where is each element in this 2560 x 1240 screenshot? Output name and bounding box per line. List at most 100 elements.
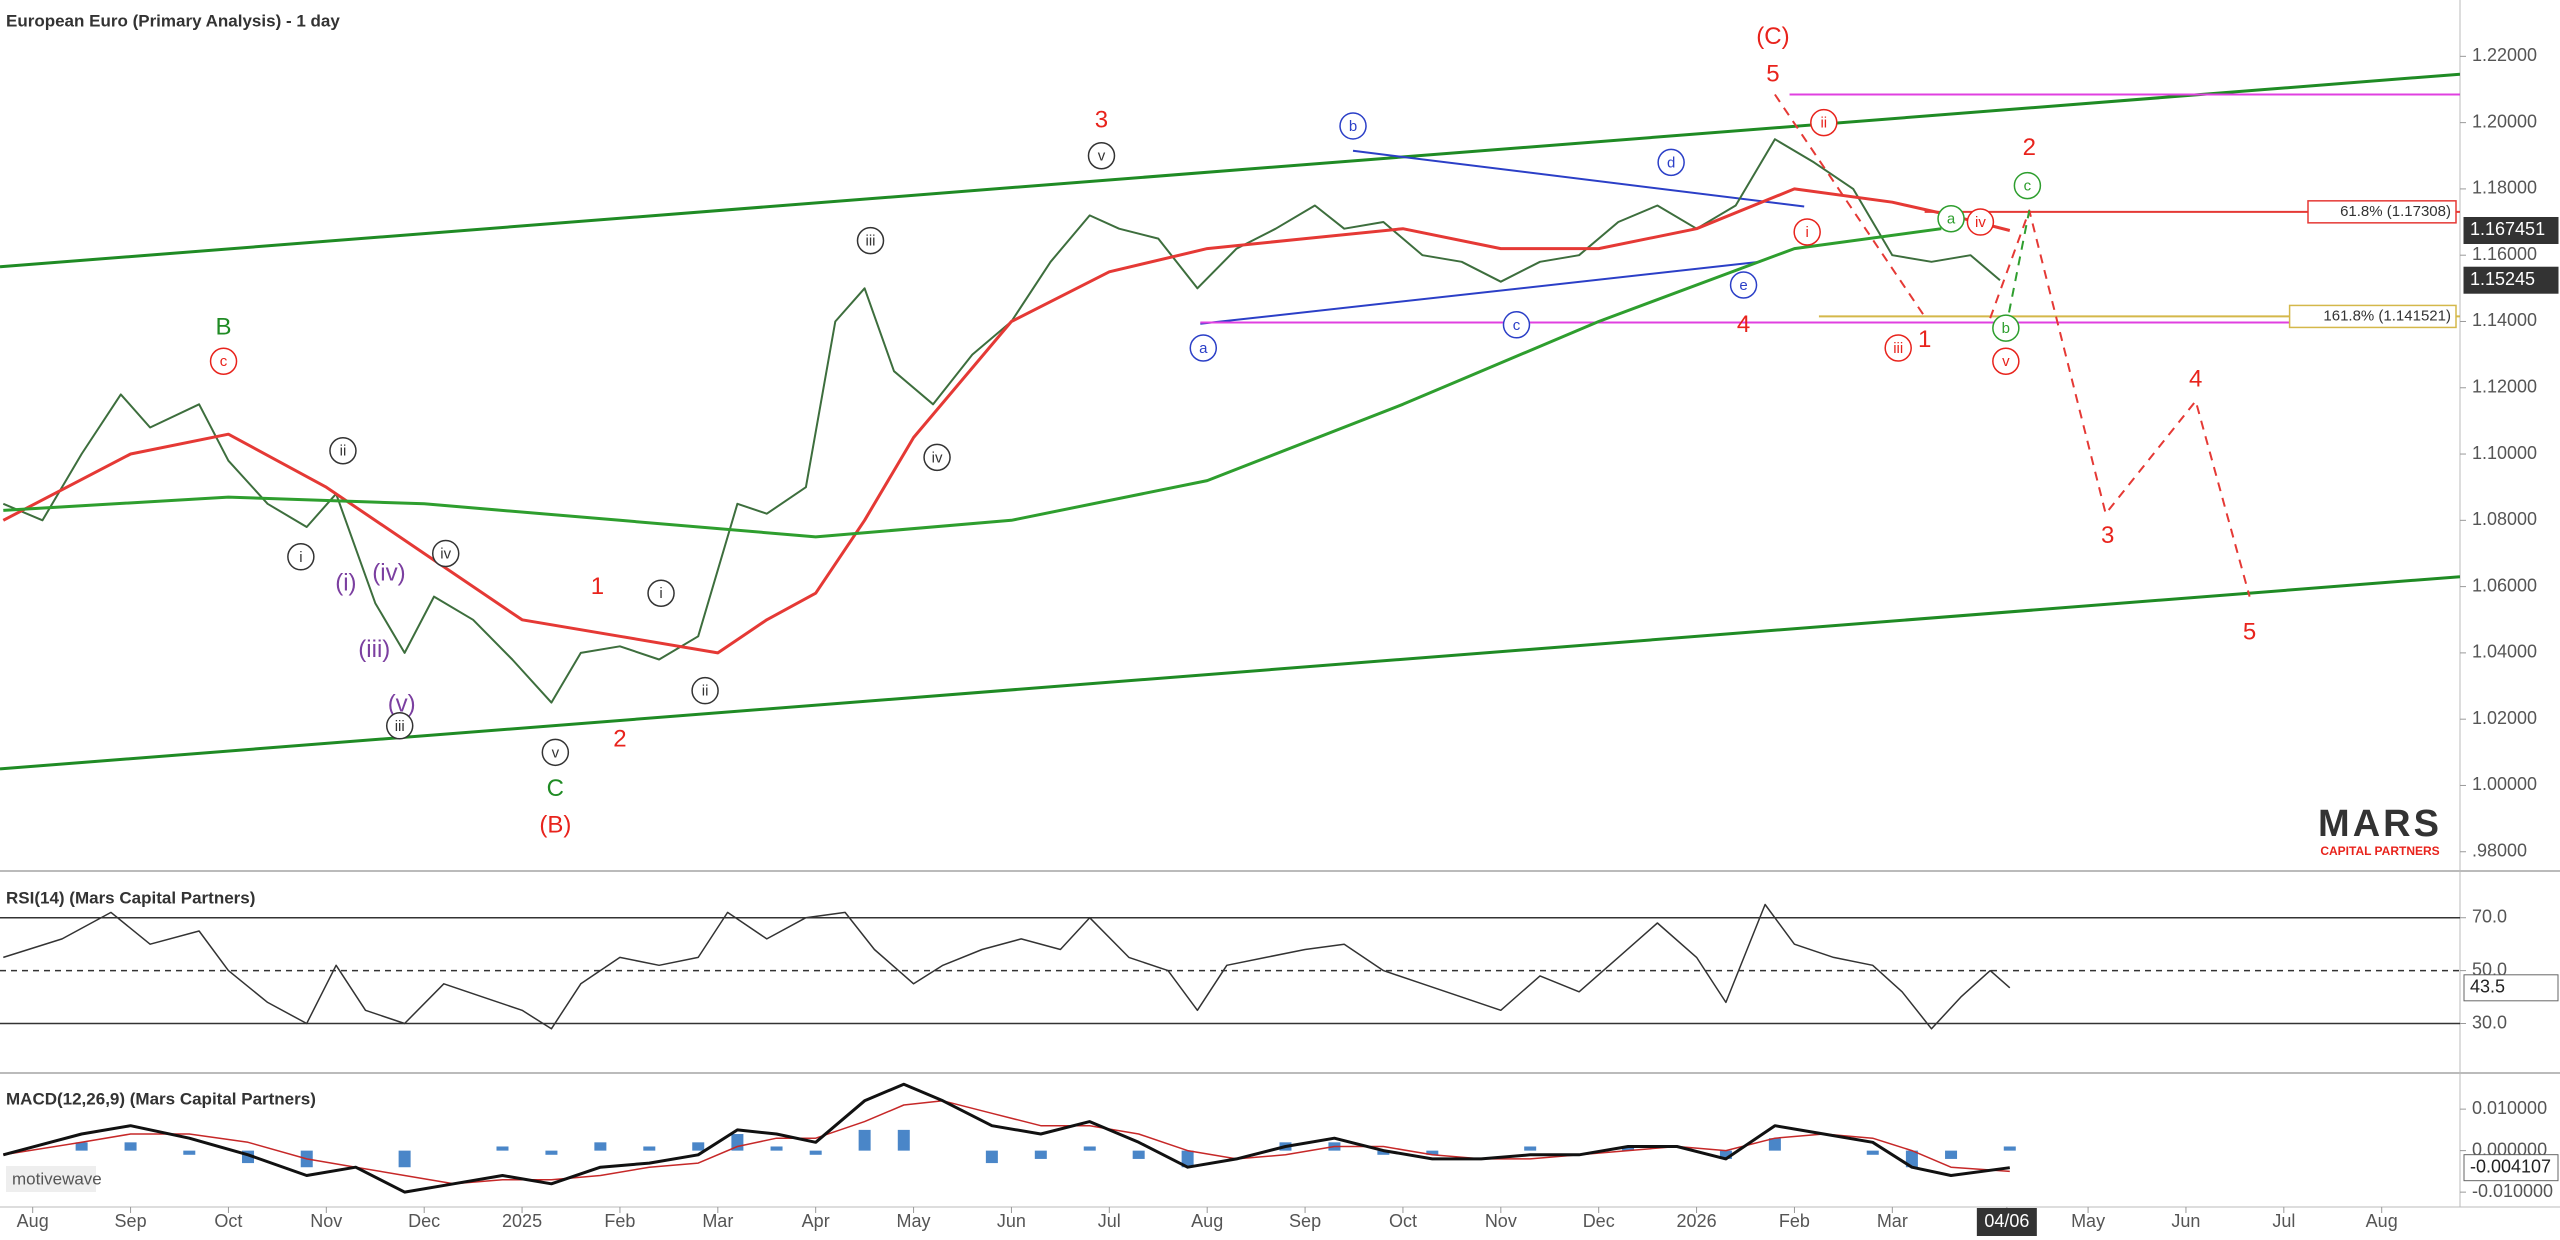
- histogram-bar: [1181, 1150, 1194, 1168]
- panel-plot: [2, 1082, 2016, 1194]
- y-tick-label: 1.04000: [2472, 642, 2537, 662]
- panel-overlay: European Euro (Primary Analysis) - 1 day…: [6, 11, 2559, 860]
- y-tick-label: 1.08000: [2472, 509, 2537, 529]
- wave-label: ii: [1820, 115, 1827, 132]
- series-line: [3, 903, 2011, 1030]
- wave-label-circle: [1884, 334, 1912, 362]
- histogram-bar: [1622, 1146, 1635, 1151]
- x-tick-label: May: [897, 1211, 931, 1231]
- wave-label: ii: [340, 443, 347, 460]
- wave-label: iv: [1975, 214, 1986, 231]
- y-tick-label: 1.00000: [2472, 774, 2537, 794]
- wave-label: (iv): [372, 560, 405, 587]
- x-tick-label: Oct: [1389, 1211, 1417, 1231]
- level-label-box: [2288, 304, 2457, 329]
- wave-label-circle: [691, 676, 719, 705]
- logo: MARS CAPITAL PARTNERS: [2318, 803, 2440, 858]
- panel-title: MACD(12,26,9) (Mars Capital Partners): [6, 1089, 316, 1108]
- wave-label-circle: [2013, 171, 2042, 200]
- x-tick-label: Jun: [997, 1211, 1026, 1231]
- wave-label: 2: [2023, 134, 2036, 161]
- x-tick-label: May: [2071, 1211, 2105, 1231]
- x-tick-label: Sep: [115, 1211, 147, 1231]
- wave-label-circle: [1339, 112, 1367, 140]
- y-tick-label: .98000: [2472, 840, 2527, 860]
- wave-label: iii: [866, 233, 876, 250]
- wave-label: b: [1349, 118, 1357, 135]
- y-tick-label: 1.06000: [2472, 575, 2537, 595]
- wave-label-circle: [1992, 347, 2020, 375]
- wave-label-circle: [209, 347, 238, 375]
- y-tick-label: 1.02000: [2472, 708, 2537, 728]
- panel-overlay: RSI(14) (Mars Capital Partners)30.050.07…: [6, 888, 2559, 1032]
- y-tick-label: 30.0: [2472, 1012, 2507, 1032]
- histogram-bar: [809, 1150, 822, 1155]
- wave-label-circle: [647, 579, 675, 607]
- value-box-label: 43.5: [2470, 977, 2505, 997]
- wave-label: v: [2002, 353, 2010, 370]
- x-tick-label: Feb: [604, 1211, 635, 1231]
- wave-label: iv: [932, 449, 943, 466]
- y-tick-label: -0.010000: [2472, 1181, 2553, 1201]
- wave-label: a: [1199, 340, 1208, 357]
- wave-label: B: [216, 313, 232, 340]
- wave-label: 1: [1918, 326, 1931, 353]
- x-tick-label: 2026: [1677, 1211, 1717, 1231]
- histogram-bar: [1768, 1138, 1781, 1151]
- wave-label-circle: [1502, 311, 1531, 339]
- panel-title: RSI(14) (Mars Capital Partners): [6, 888, 255, 907]
- projection-line: [2004, 210, 2031, 329]
- wave-label: iv: [440, 545, 451, 562]
- histogram-bar: [398, 1150, 411, 1168]
- histogram-bar: [1034, 1150, 1047, 1159]
- wave-label-circle: [1729, 271, 1758, 299]
- histogram-bar: [594, 1142, 607, 1151]
- wave-label-circle: [385, 712, 414, 740]
- wave-label: 5: [1766, 61, 1779, 88]
- wave-label-circle: [1189, 334, 1218, 362]
- histogram-bar: [1524, 1146, 1537, 1151]
- level-label: 161.8% (1.141521): [2323, 307, 2451, 324]
- histogram-bar: [692, 1142, 705, 1151]
- wave-label: c: [220, 353, 228, 370]
- wave-label: ii: [702, 683, 709, 700]
- x-tick-highlight: [1976, 1208, 2037, 1236]
- y-tick-label: 1.10000: [2472, 443, 2537, 463]
- histogram-bar: [2003, 1146, 2016, 1151]
- histogram-bar: [496, 1146, 509, 1151]
- x-tick-label: Nov: [310, 1211, 342, 1231]
- panel-overlay: MACD(12,26,9) (Mars Capital Partners) -0.…: [6, 1089, 2559, 1236]
- wave-label: 4: [2189, 365, 2202, 392]
- x-tick-label: Sep: [1289, 1211, 1321, 1231]
- wave-label: (C): [1756, 23, 1789, 50]
- histogram-bar: [75, 1142, 88, 1151]
- trendline: [0, 72, 2460, 269]
- wave-label: a: [1947, 211, 1956, 228]
- histogram-bar: [643, 1146, 656, 1151]
- trendline: [1352, 149, 1805, 208]
- histogram-bar: [124, 1142, 137, 1151]
- histogram-bar: [1866, 1150, 1879, 1155]
- x-tick-label: Nov: [1485, 1211, 1517, 1231]
- x-tick-label: Jun: [2171, 1211, 2200, 1231]
- histogram-bar: [183, 1150, 196, 1155]
- wave-label: i: [299, 549, 302, 566]
- wave-label: 3: [2101, 522, 2114, 549]
- wave-label-circle: [923, 443, 951, 472]
- series-line: [2, 1082, 2010, 1194]
- y-tick-label: 1.14000: [2472, 310, 2537, 330]
- wave-label: e: [1739, 277, 1747, 294]
- wave-label-circle: [541, 738, 570, 767]
- value-box: [2463, 1154, 2559, 1182]
- wave-label-circle: [431, 539, 460, 568]
- histogram-bar: [1083, 1146, 1096, 1151]
- x-tick-label: Apr: [802, 1211, 830, 1231]
- wave-label-circle: [1793, 218, 1821, 246]
- wave-label-circle: [1966, 208, 1995, 236]
- wave-label: c: [1513, 317, 1521, 334]
- series-line: [3, 227, 1942, 539]
- wave-label: c: [2024, 178, 2032, 195]
- x-tick-label: Dec: [1583, 1211, 1615, 1231]
- wave-label-circle: [1937, 204, 1965, 233]
